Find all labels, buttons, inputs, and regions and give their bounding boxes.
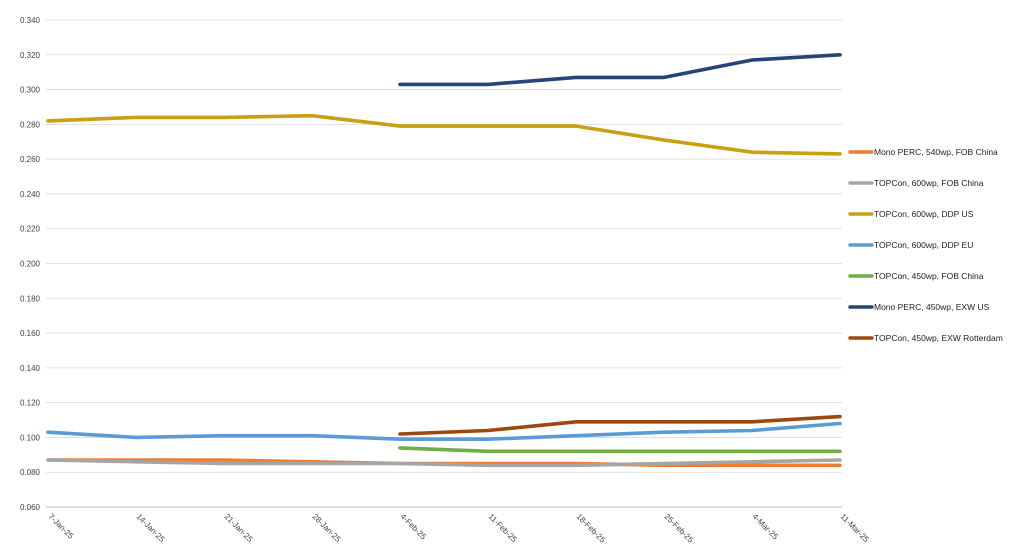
y-tick-label: 0.260 bbox=[20, 155, 41, 164]
series-line bbox=[398, 414, 842, 436]
x-tick-label: 28-Jan-25 bbox=[311, 512, 343, 544]
legend-label: TOPCon, 450wp, FOB China bbox=[874, 271, 984, 281]
series-line bbox=[46, 113, 842, 156]
legend-label: TOPCon, 600wp, DDP EU bbox=[874, 240, 973, 250]
y-tick-label: 0.300 bbox=[20, 86, 41, 95]
y-axis: 0.060 0.080 0.100 0.120 0.140 0.160 0.180 0.200… bbox=[20, 16, 41, 512]
y-tick-label: 0.340 bbox=[20, 16, 41, 25]
y-tick-label: 0.120 bbox=[20, 399, 41, 408]
y-tick-label: 0.280 bbox=[20, 120, 41, 129]
legend-label: TOPCon, 600wp, DDP US bbox=[874, 209, 974, 219]
series-lines bbox=[46, 53, 842, 468]
y-tick-label: 0.100 bbox=[20, 433, 41, 442]
x-axis: 7-Jan-25 14-Jan-25 21-Jan-25 28-Jan-25 4-Feb… bbox=[46, 506, 871, 545]
legend-label: TOPCon, 450wp, EXW Rotterdam bbox=[874, 333, 1003, 343]
series-line bbox=[46, 458, 842, 468]
x-tick-label: 11-Mar-25 bbox=[839, 512, 871, 544]
x-tick-label: 7-Jan-25 bbox=[47, 512, 76, 541]
series-line bbox=[46, 421, 842, 441]
y-tick-label: 0.240 bbox=[20, 190, 41, 199]
legend-label: Mono PERC, 450wp, EXW US bbox=[874, 302, 990, 312]
y-tick-label: 0.320 bbox=[20, 51, 41, 60]
x-tick-label: 11-Feb-25 bbox=[487, 512, 519, 544]
y-tick-label: 0.220 bbox=[20, 225, 41, 234]
x-tick-label: 25-Feb-25 bbox=[663, 512, 696, 545]
x-tick-label: 21-Jan-25 bbox=[223, 512, 255, 544]
series-line bbox=[398, 53, 842, 87]
legend: Mono PERC, 540wp, FOB China TOPCon, 600wp… bbox=[848, 147, 1003, 343]
x-tick-label: 4-Feb-25 bbox=[399, 512, 429, 542]
y-tick-label: 0.200 bbox=[20, 260, 41, 269]
series-line bbox=[398, 446, 842, 454]
y-tick-label: 0.160 bbox=[20, 329, 41, 338]
x-tick-label: 18-Feb-25 bbox=[575, 512, 608, 545]
y-tick-label: 0.080 bbox=[20, 468, 41, 477]
y-tick-label: 0.140 bbox=[20, 364, 41, 373]
x-tick-label: 14-Jan-25 bbox=[135, 512, 167, 544]
y-tick-label: 0.180 bbox=[20, 294, 41, 303]
legend-label: TOPCon, 600wp, FOB China bbox=[874, 178, 984, 188]
legend-label: Mono PERC, 540wp, FOB China bbox=[874, 147, 998, 157]
x-tick-label: 4-Mar-25 bbox=[751, 512, 781, 542]
y-tick-label: 0.060 bbox=[20, 503, 41, 512]
